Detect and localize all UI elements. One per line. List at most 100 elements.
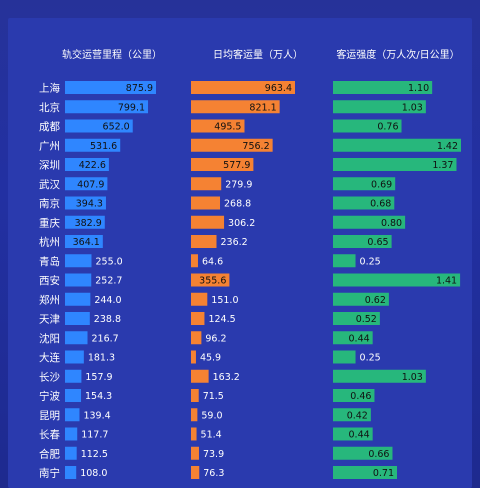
bar-s3 [333,369,426,383]
data-label-s2: 306.2 [228,218,255,229]
bar-s1 [65,312,90,325]
bar-s1 [65,215,105,229]
bar-s1 [65,273,92,287]
data-label-s3: 0.80 [381,218,402,229]
data-label-s2: 279.9 [225,179,252,190]
bar-s2 [191,158,254,171]
bar-s2 [191,331,202,345]
data-label-s2: 163.2 [213,372,240,383]
category-label: 宁波 [39,390,60,403]
bar-s1 [65,369,82,383]
bar-s1 [65,408,80,422]
data-label-s2: 59.0 [201,410,222,421]
category-label: 上海 [39,82,60,95]
data-label-s3: 1.10 [408,83,429,94]
data-label-s3: 0.76 [377,122,398,133]
data-label-s2: 577.9 [223,160,250,171]
data-label-s3: 1.37 [432,160,453,171]
data-label-s1: 154.3 [85,391,112,402]
bar-s3 [333,292,389,306]
data-label-s1: 531.6 [90,141,117,152]
bar-s2 [191,273,230,287]
data-label-s3: 1.03 [402,102,423,113]
category-label: 杭州 [39,236,60,249]
bar-s3 [333,408,371,422]
bar-s2 [191,427,197,441]
bar-s3 [333,427,373,441]
data-label-s3: 1.42 [437,141,458,152]
data-label-s2: 151.0 [211,295,238,306]
data-label-s1: 117.7 [81,430,108,441]
data-label-s3: 0.71 [373,468,394,479]
data-label-s2: 76.3 [203,468,224,479]
data-label-s1: 108.0 [80,468,107,479]
column-header-3: 客运强度（万人次/日公里） [336,48,459,61]
bar-s2 [191,100,280,114]
column-header-1: 轨交运营里程（公里） [62,48,162,61]
bar-s1 [65,119,133,133]
data-label-s1: 382.9 [75,218,102,229]
bar-s2 [191,138,273,152]
bar-s3 [333,273,461,287]
bar-s1 [65,100,149,114]
bar-s3 [333,196,395,210]
bar-s3 [333,138,461,152]
category-label: 长春 [39,429,60,441]
bar-s2 [191,177,222,191]
category-label: 南京 [39,197,60,210]
bar-s1 [65,235,103,248]
column-header-2: 日均客运量（万人） [213,48,303,61]
data-label-s3: 0.69 [371,179,392,190]
data-label-s2: 236.2 [220,237,247,248]
bar-s2 [191,235,217,248]
bar-s2 [191,292,208,306]
data-label-s1: 139.4 [83,410,110,421]
bar-s1 [65,254,92,268]
category-label: 大连 [39,351,60,364]
data-label-s1: 799.1 [118,102,145,113]
data-label-s2: 73.9 [203,449,224,460]
data-label-s2: 45.9 [200,353,221,364]
bar-s1 [65,446,77,460]
bar-s3 [333,350,356,364]
category-label: 成都 [39,121,60,133]
bar-s3 [333,100,426,114]
data-label-s1: 422.6 [79,160,106,171]
data-label-s1: 407.9 [77,179,104,190]
data-label-s2: 71.5 [203,391,224,402]
category-label: 重庆 [39,216,60,229]
bar-s3 [333,177,396,191]
data-label-s3: 0.65 [367,237,388,248]
data-label-s3: 0.62 [365,295,386,306]
bar-s2 [191,312,205,325]
category-label: 北京 [39,101,60,114]
bar-s2 [191,350,196,364]
bar-s2 [191,369,209,383]
data-label-s2: 268.8 [224,199,251,210]
data-label-s3: 0.42 [347,410,368,421]
bar-s3 [333,312,380,325]
data-label-s2: 821.1 [249,102,276,113]
bar-s3 [333,119,402,133]
category-label: 深圳 [39,160,60,172]
data-label-s1: 112.5 [81,449,108,460]
bar-s3 [333,466,397,479]
bar-s3 [333,158,457,171]
data-label-s2: 51.4 [201,430,222,441]
data-label-s2: 963.4 [265,83,292,94]
data-label-s2: 96.2 [205,333,226,344]
bar-s1 [65,81,156,94]
data-label-s2: 355.6 [199,276,226,287]
bar-s2 [191,215,225,229]
data-label-s1: 181.3 [88,353,115,364]
bar-s1 [65,158,109,171]
bar-s3 [333,331,373,345]
bar-s3 [333,254,356,268]
data-label-s3: 0.66 [368,449,389,460]
bar-s2 [191,408,198,422]
bar-s1 [65,466,77,479]
data-label-s3: 0.52 [356,314,377,325]
data-label-s3: 0.25 [360,256,381,267]
